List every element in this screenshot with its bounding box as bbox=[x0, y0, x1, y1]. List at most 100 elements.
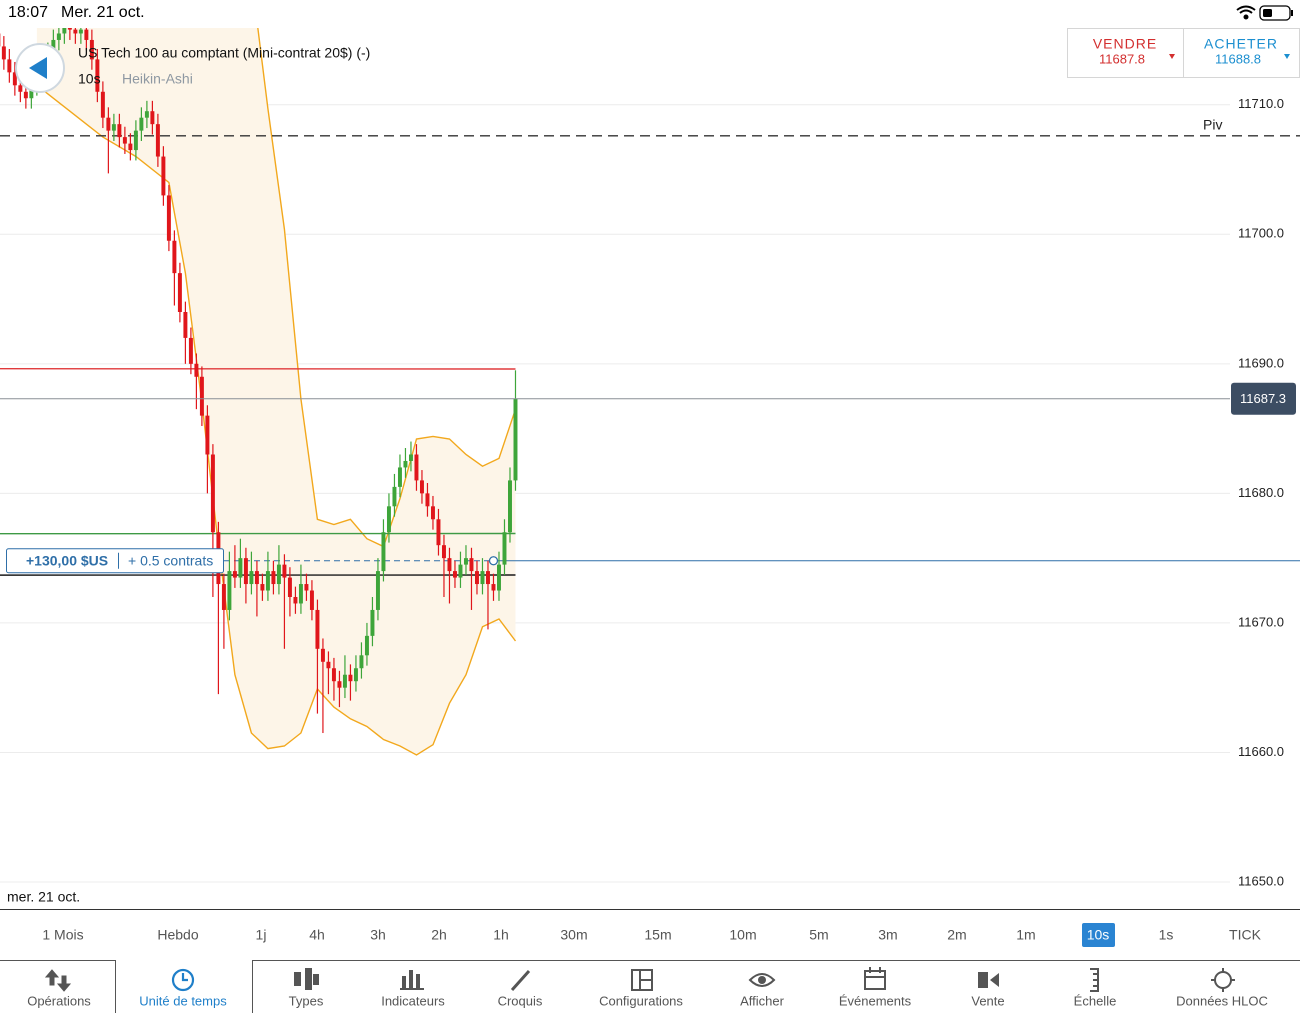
toolbar-button[interactable]: Événements bbox=[839, 993, 912, 1008]
toolbar-button[interactable]: Indicateurs bbox=[381, 993, 445, 1008]
sell-price[interactable]: 11687.8 bbox=[1099, 51, 1145, 66]
icon-indicators bbox=[400, 970, 424, 990]
candle-body bbox=[419, 480, 424, 494]
y-tick-label: 11710.0 bbox=[1238, 96, 1284, 111]
timeframe-option[interactable]: 1j bbox=[256, 927, 267, 943]
last-price-label: 11687.3 bbox=[1240, 391, 1286, 406]
candle-body bbox=[315, 609, 320, 649]
candle-body bbox=[23, 91, 28, 99]
candle-body bbox=[205, 415, 210, 455]
candle-body bbox=[232, 571, 237, 578]
candle-body bbox=[161, 156, 166, 196]
timeframe-selected[interactable] bbox=[1082, 923, 1115, 947]
candle-body bbox=[293, 597, 298, 604]
y-tick-label: 11680.0 bbox=[1238, 485, 1284, 500]
candle-body bbox=[67, 28, 72, 30]
candle-body bbox=[56, 33, 61, 40]
icon-operations bbox=[44, 969, 72, 992]
candle-body bbox=[397, 467, 402, 487]
candle-body bbox=[447, 558, 452, 572]
candle-body bbox=[497, 564, 501, 591]
candle-body bbox=[486, 571, 490, 585]
candle-body bbox=[133, 130, 138, 151]
position-size[interactable]: + 0.5 contrats bbox=[128, 552, 213, 568]
timeframe-option[interactable]: 30m bbox=[560, 927, 587, 943]
candle-body bbox=[271, 571, 276, 585]
toolbar: Opérations Unité de temps Types Indicateurs… bbox=[27, 993, 1268, 1008]
candle-body bbox=[194, 363, 199, 377]
toolbar-button[interactable]: Afficher bbox=[740, 993, 785, 1008]
timeframe-option[interactable]: 1 Mois bbox=[42, 927, 83, 943]
toolbar-button[interactable]: Opérations bbox=[27, 993, 91, 1008]
timeframe-option[interactable]: Hebdo bbox=[157, 927, 198, 943]
toolbar-button[interactable]: Configurations bbox=[599, 993, 683, 1008]
buy-button[interactable]: ACHETER 11688.8 bbox=[1204, 36, 1290, 67]
candle-body bbox=[309, 590, 314, 610]
grid bbox=[0, 104, 1230, 883]
candle-body bbox=[452, 571, 457, 578]
position-pnl[interactable]: +130,00 $US bbox=[26, 552, 108, 568]
timeframe-option[interactable]: 10s bbox=[1087, 927, 1110, 943]
timeframe-option[interactable]: 2m bbox=[947, 927, 966, 943]
timeframe-option[interactable]: 5m bbox=[809, 927, 828, 943]
candle-body bbox=[100, 91, 105, 118]
timeframe-bar: 1 Mois Hebdo 1j 4h 3h 2h 1h 30m 15m 10m 5m 3m 2m 1m 10… bbox=[42, 923, 1262, 947]
back-button[interactable] bbox=[15, 43, 65, 93]
candle-body bbox=[392, 486, 397, 507]
sell-button[interactable]: VENDRE 11687.8 bbox=[1093, 36, 1175, 67]
toolbar-button[interactable]: Types bbox=[289, 993, 324, 1008]
buy-price[interactable]: 11688.8 bbox=[1215, 51, 1261, 66]
sell-label[interactable]: VENDRE bbox=[1093, 36, 1157, 52]
candle-body bbox=[381, 532, 386, 572]
chart-title: US Tech 100 au comptant (Mini-contrat 20… bbox=[78, 45, 370, 61]
timeframe-option[interactable]: 10m bbox=[729, 927, 756, 943]
candle-body bbox=[78, 29, 83, 34]
timeframe-option[interactable]: 3m bbox=[878, 927, 897, 943]
candle-body bbox=[386, 506, 391, 533]
icon-display bbox=[748, 973, 776, 987]
candle-body bbox=[84, 29, 89, 40]
icon-configurations bbox=[631, 969, 653, 991]
candle-body bbox=[265, 571, 270, 591]
candle-body bbox=[29, 85, 34, 99]
icon-timeframe bbox=[171, 968, 195, 992]
candle-body bbox=[111, 124, 116, 131]
toolbar-button[interactable]: Vente bbox=[971, 993, 1004, 1008]
candle-body bbox=[227, 571, 232, 610]
timeframe-option[interactable]: 4h bbox=[309, 927, 325, 943]
timeframe-option[interactable]: 3h bbox=[370, 927, 386, 943]
icon-events bbox=[864, 967, 886, 990]
timeframe-option[interactable]: 2h bbox=[431, 927, 447, 943]
candle-body bbox=[375, 571, 380, 610]
overlay: 11650.0 11660.0 11670.0 11680.0 11690.0 11700… bbox=[6, 96, 1296, 888]
candle-body bbox=[73, 29, 78, 34]
candle-body bbox=[238, 558, 243, 578]
quote-box bbox=[1067, 28, 1300, 78]
icon-scale bbox=[1090, 968, 1099, 992]
timeframe-option[interactable]: 15m bbox=[644, 927, 671, 943]
candle-body bbox=[287, 577, 292, 597]
toolbar-button[interactable]: Échelle bbox=[1074, 993, 1117, 1008]
candle-body bbox=[370, 609, 375, 636]
candle-body bbox=[177, 273, 182, 312]
timeframe-option[interactable]: TICK bbox=[1229, 927, 1262, 943]
buy-caret bbox=[1284, 54, 1290, 59]
toolbar-button[interactable]: Données HLOC bbox=[1176, 993, 1268, 1008]
candle-body bbox=[403, 460, 408, 468]
candle-body bbox=[210, 454, 215, 533]
position-box[interactable] bbox=[6, 548, 224, 574]
timeframe-option[interactable]: 1h bbox=[493, 927, 509, 943]
candle-body bbox=[188, 337, 193, 364]
candle-body bbox=[172, 240, 177, 274]
y-tick-label: 11670.0 bbox=[1238, 614, 1284, 629]
candle-body bbox=[414, 454, 419, 481]
position-entry bbox=[488, 556, 499, 566]
toolbar-button[interactable]: Croquis bbox=[498, 993, 543, 1008]
toolbar-button[interactable]: Unité de temps bbox=[139, 993, 227, 1008]
candle-body bbox=[139, 117, 144, 131]
buy-label[interactable]: ACHETER bbox=[1204, 36, 1278, 52]
candle-body bbox=[249, 571, 254, 585]
candle-body bbox=[508, 480, 512, 533]
timeframe-option[interactable]: 1s bbox=[1159, 927, 1174, 943]
timeframe-option[interactable]: 1m bbox=[1016, 927, 1035, 943]
